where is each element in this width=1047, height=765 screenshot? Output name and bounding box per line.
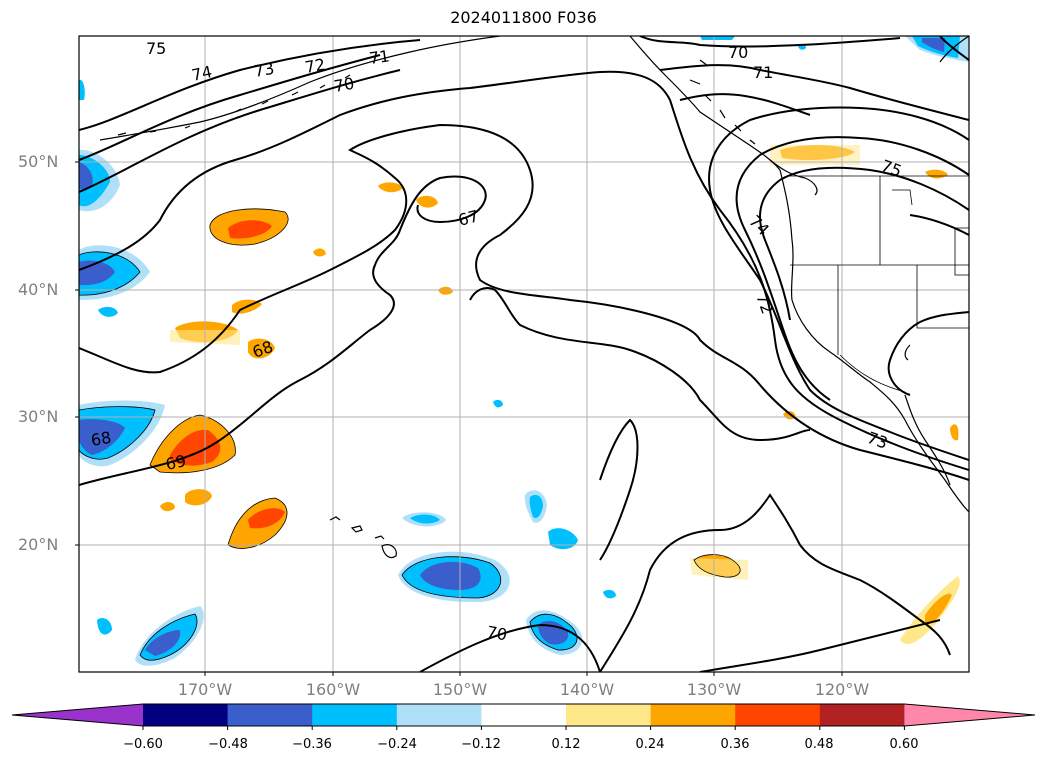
warm-anomaly-patch [160,502,175,512]
contour-label: 72 [752,291,777,317]
colorbar-segment [227,704,313,726]
contour-label: 68 [89,428,112,450]
lat-label: 50°N [18,152,59,171]
lon-label: 120°W [814,680,870,699]
lon-label: 170°W [177,680,233,699]
contour-label: 74 [745,211,773,239]
cold-anomaly-patch [79,79,85,100]
contour-label: 69 [164,451,188,474]
colorbar [11,703,1036,730]
lat-label: 20°N [18,535,59,554]
warm-anomaly-patch [438,286,453,295]
colorbar-tick-label: 0.60 [889,737,919,752]
cold-anomaly-patch [603,589,616,599]
warm-anomaly-core [248,508,285,529]
lon-label: 140°W [559,680,615,699]
lon-label: 160°W [305,680,361,699]
plot-frame [78,35,970,673]
colorbar-segment [650,704,736,726]
colorbar-segment [396,704,482,726]
lon-label: 150°W [432,680,488,699]
cold-anomaly-patch [97,618,112,635]
colorbar-tick-label: 0.36 [720,737,750,752]
graticule [79,36,969,672]
colorbar-segment [819,704,905,726]
contour-label: 70 [332,74,355,96]
colorbar-tick-label: 0.48 [804,737,834,752]
hawaii-islands [329,516,397,559]
lat-label: 30°N [18,407,59,426]
warm-anomaly-core [170,429,221,466]
contour-label: 71 [753,63,773,82]
contour-label: 71 [368,46,391,68]
cold-anomaly-patch [548,528,578,550]
colorbar-segment [143,704,229,726]
cold-anomaly-core [79,162,93,190]
cold-anomaly-patch [410,514,440,524]
colorbar-tick-label: 0.12 [551,737,581,752]
colorbar-extend-low [12,704,143,726]
cold-anomaly-patch [700,36,735,40]
contour-label: 73 [252,59,275,81]
lon-label: 130°W [686,680,742,699]
warm-anomaly-edge [690,558,748,580]
cold-anomaly-core [420,561,481,590]
map-title: 2024011800 F036 [450,8,597,27]
cold-anomaly-core [145,630,181,656]
warm-anomaly-patch [925,593,952,625]
axis-ticks [75,161,843,676]
warm-anomaly-patch [378,182,403,193]
warm-anomaly-edge [770,145,860,165]
anomaly-shading [79,36,969,666]
cold-anomaly-core [922,38,945,52]
cold-anomaly-core [538,620,569,645]
warm-anomaly-patch [248,338,275,359]
colorbar-segment [312,704,398,726]
contour-label: 74 [190,62,214,85]
contour-label: 67 [456,206,481,230]
colorbar-tick-label: −0.24 [377,737,417,752]
cold-anomaly-patch [493,399,503,408]
colorbar-tick-label: −0.36 [292,737,332,752]
warm-anomaly-patch [185,489,212,506]
colorbar-tick-label: −0.12 [461,737,501,752]
colorbar-segment [735,704,821,726]
political-borders [790,175,969,393]
colorbar-extend-high [904,704,1035,726]
colorbar-segment [566,704,652,726]
cold-anomaly-patch [98,306,118,317]
warm-anomaly-patch [950,424,959,441]
cold-anomaly-core [79,419,125,455]
cold-anomaly-patch [529,494,543,518]
contour-label: 70 [728,43,748,62]
warm-anomaly-core [228,220,272,239]
lat-label: 40°N [18,280,59,299]
contour-label: 75 [146,39,166,58]
colorbar-tick-label: 0.24 [635,737,665,752]
contour-label: 72 [303,55,326,77]
warm-anomaly-patch [925,169,948,179]
colorbar-segment [481,704,567,726]
colorbar-tick-label: −0.48 [208,737,248,752]
colorbar-tick-label: −0.60 [123,737,163,752]
warm-anomaly-patch [416,195,438,208]
contour-label: 70 [485,622,508,644]
height-contours [79,36,969,672]
anomaly-outlines [79,208,741,661]
warm-anomaly-patch [313,248,326,257]
